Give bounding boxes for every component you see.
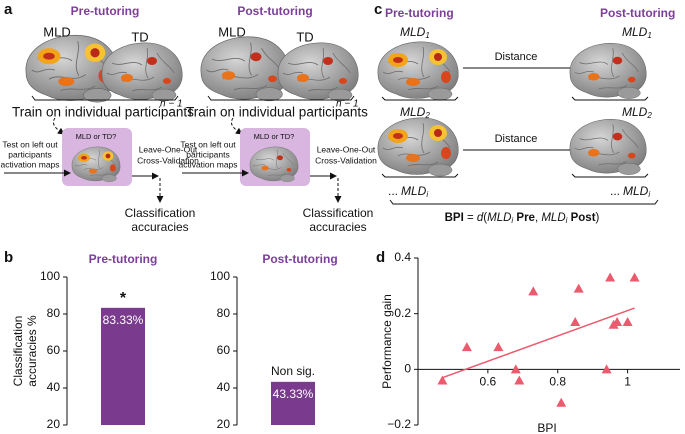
y-tick-label: 0.4 [394, 250, 411, 264]
x-tick-label: 1 [624, 375, 631, 389]
y-tick-label: 80 [47, 306, 61, 320]
panel-label: d [376, 249, 385, 266]
panel-c-art [377, 41, 659, 205]
test-label: Test on left out [180, 139, 236, 149]
y-tick-label: 20 [47, 417, 61, 431]
point [622, 317, 633, 327]
point [601, 364, 612, 374]
box-label: MLD or TD? [76, 132, 117, 141]
bar [271, 381, 315, 425]
point [437, 375, 448, 385]
test-label: Test on left out [2, 139, 58, 149]
group-label: TD [131, 29, 148, 44]
cv-label: Cross-Validation [137, 155, 199, 165]
y-tick-label: 80 [217, 306, 231, 320]
value-label: 43.33% [273, 387, 314, 401]
y-tick-label: 60 [217, 343, 231, 357]
cv-label: Cross-Validation [315, 155, 377, 165]
cv-label: Leave-One-Out [139, 144, 198, 154]
distance-label: Distance [495, 133, 538, 145]
participant-label: MLD2 [622, 105, 652, 120]
panel-title: Post-tutoring [262, 252, 337, 266]
y-tick-label: 40 [47, 380, 61, 394]
participant-label: ... MLDi [388, 184, 428, 199]
point [461, 342, 472, 352]
group-label: MLD [218, 24, 245, 39]
point [556, 397, 567, 407]
bar [101, 307, 145, 425]
value-label: 83.33% [103, 313, 144, 327]
participant-label: MLD1 [400, 25, 430, 40]
test-label: activation maps [0, 159, 59, 169]
panel-a-art [4, 34, 359, 203]
y-axis-label: Performance gain [380, 294, 394, 389]
distance-label: Distance [495, 51, 538, 63]
train-label: Train on individual participants [12, 105, 194, 120]
y-tick-label: 20 [217, 417, 231, 431]
test-label: participants [186, 149, 229, 159]
result-label: Classification [125, 206, 196, 220]
y-tick-label: 0.2 [394, 306, 411, 320]
y-tick-label: 100 [210, 269, 230, 283]
y-tick-label: 40 [217, 380, 231, 394]
bpi-formula: BPI = d(MLDi Pre, MLDi Post) [445, 212, 600, 225]
y-tick-label: 60 [47, 343, 61, 357]
cv-label: Leave-One-Out [317, 144, 376, 154]
y-tick-label: −0.2 [387, 417, 411, 431]
y-axis-label: accuracies % [25, 315, 39, 387]
y-tick-label: 0 [404, 362, 411, 376]
point [573, 283, 584, 293]
annotation: * [120, 290, 127, 307]
point [514, 375, 525, 385]
result-label: Classification [303, 206, 374, 220]
group-label: MLD [43, 24, 70, 39]
y-tick-label: 100 [40, 269, 60, 283]
annotation: Non sig. [271, 364, 315, 378]
panel-title: Post-tutoring [600, 6, 675, 20]
x-tick-label: 0.8 [549, 375, 566, 389]
point [493, 342, 504, 352]
test-label: activation maps [178, 159, 237, 169]
point [570, 317, 581, 327]
x-tick-label: 0.6 [480, 375, 497, 389]
point [528, 286, 539, 296]
participant-label: MLD1 [622, 25, 652, 40]
n-label: n − 1 [160, 99, 183, 110]
box-label: MLD or TD? [254, 132, 295, 141]
fit-line [442, 307, 635, 379]
panel-label: c [374, 1, 382, 18]
result-label: accuracies [309, 220, 366, 234]
panel-title: Pre-tutoring [71, 4, 140, 18]
point [629, 272, 640, 282]
train-label: Train on individual participants [186, 105, 368, 120]
panel-title: Post-tutoring [237, 4, 312, 18]
panel-label: a [4, 1, 13, 18]
point [605, 272, 616, 282]
panel-title: Pre-tutoring [385, 6, 454, 20]
result-label: accuracies [131, 220, 188, 234]
group-label: TD [296, 29, 313, 44]
n-label: n − 1 [336, 99, 359, 110]
point [612, 317, 623, 327]
point [510, 364, 521, 374]
y-axis-label: Classification [11, 316, 25, 387]
panel-label: b [4, 249, 13, 266]
participant-label: MLD2 [400, 105, 430, 120]
panel-title: Pre-tutoring [89, 252, 158, 266]
x-axis-label: BPI [537, 421, 556, 434]
test-label: participants [8, 149, 51, 159]
participant-label: ... MLDi [610, 184, 650, 199]
